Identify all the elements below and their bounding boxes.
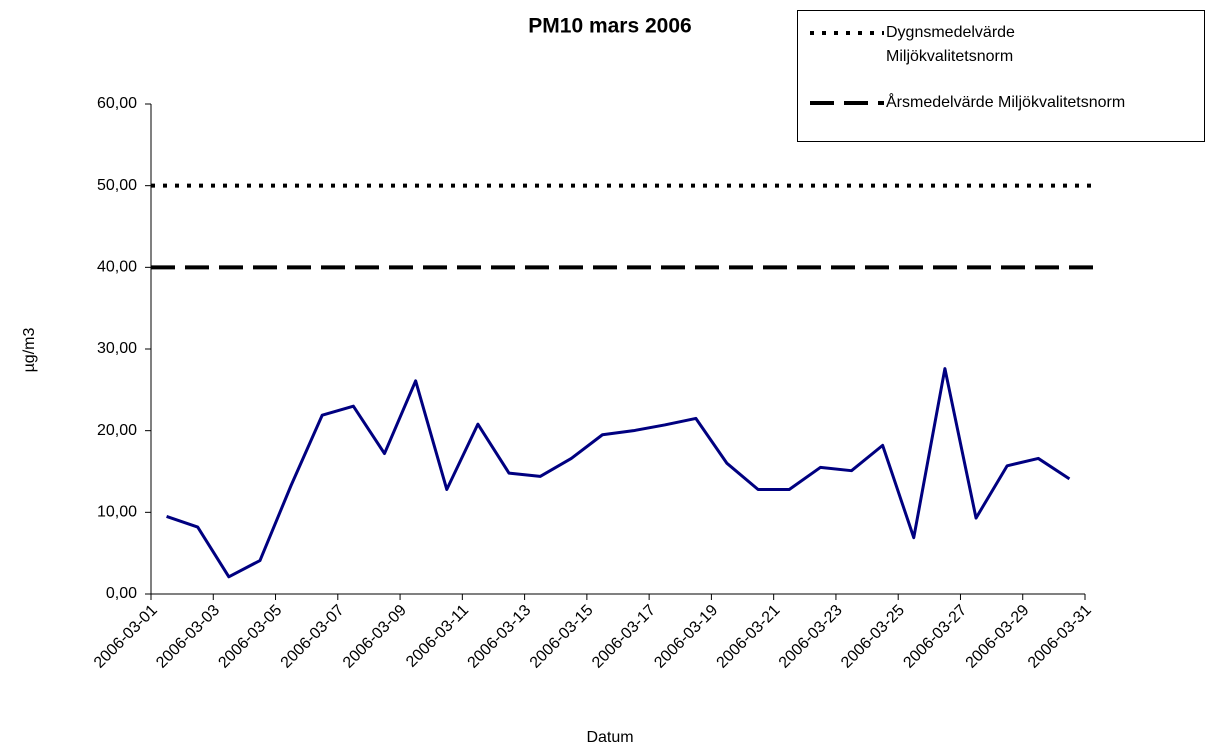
x-tick-label: 2006-03-27 bbox=[900, 602, 970, 672]
x-tick-label: 2006-03-07 bbox=[278, 602, 348, 672]
legend-label: Dygnsmedelvärde Miljökvalitetsnorm bbox=[886, 24, 1015, 65]
y-tick-label: 40,00 bbox=[97, 259, 137, 276]
y-tick-label: 60,00 bbox=[97, 95, 137, 112]
y-tick-label: 0,00 bbox=[106, 585, 137, 602]
x-tick-label: 2006-03-25 bbox=[838, 602, 908, 672]
legend-key bbox=[810, 31, 884, 35]
legend-key bbox=[810, 101, 884, 105]
data-line bbox=[166, 367, 1071, 579]
x-tick-label: 2006-03-15 bbox=[527, 602, 597, 672]
x-tick-label: 2006-03-09 bbox=[340, 602, 410, 672]
x-tick-label: 2006-03-23 bbox=[776, 602, 846, 672]
y-tick-label: 20,00 bbox=[97, 422, 137, 439]
x-tick-label: 2006-03-17 bbox=[589, 602, 659, 672]
y-tick-label: 10,00 bbox=[97, 504, 137, 521]
legend-entry: Dygnsmedelvärde Miljökvalitetsnorm bbox=[808, 21, 1086, 69]
x-tick-label: 2006-03-21 bbox=[714, 602, 784, 672]
y-tick-label: 30,00 bbox=[97, 340, 137, 357]
x-tick-label: 2006-03-29 bbox=[963, 602, 1033, 672]
x-tick-label: 2006-03-19 bbox=[651, 602, 721, 672]
y-axis-label: µg/m3 bbox=[21, 328, 38, 373]
x-tick-label: 2006-03-03 bbox=[153, 602, 223, 672]
x-tick-label: 2006-03-01 bbox=[91, 602, 161, 672]
x-axis-label: Datum bbox=[586, 729, 633, 746]
x-tick-label: 2006-03-11 bbox=[403, 602, 472, 671]
x-tick-label: 2006-03-05 bbox=[215, 602, 285, 672]
y-tick-label: 50,00 bbox=[97, 177, 137, 194]
legend-label: Årsmedelvärde Miljökvalitetsnorm bbox=[886, 94, 1126, 111]
x-tick-label: 2006-03-13 bbox=[465, 602, 535, 672]
legend: Dygnsmedelvärde Miljökvalitetsnorm Årsmed… bbox=[797, 10, 1205, 142]
legend-entry: Årsmedelvärde Miljökvalitetsnorm bbox=[808, 91, 1125, 115]
x-tick-label: 2006-03-31 bbox=[1025, 602, 1095, 672]
chart-title: PM10 mars 2006 bbox=[528, 15, 691, 38]
